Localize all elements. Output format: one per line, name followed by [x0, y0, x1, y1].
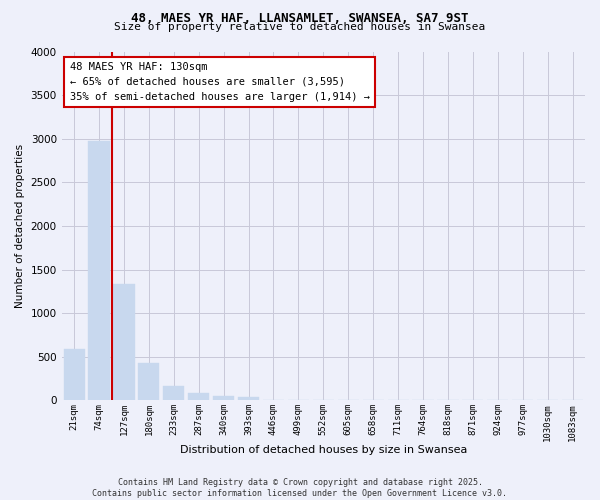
Text: Contains HM Land Registry data © Crown copyright and database right 2025.
Contai: Contains HM Land Registry data © Crown c…	[92, 478, 508, 498]
Text: 48 MAES YR HAF: 130sqm
← 65% of detached houses are smaller (3,595)
35% of semi-: 48 MAES YR HAF: 130sqm ← 65% of detached…	[70, 62, 370, 102]
Text: 48, MAES YR HAF, LLANSAMLET, SWANSEA, SA7 9ST: 48, MAES YR HAF, LLANSAMLET, SWANSEA, SA…	[131, 12, 469, 26]
Bar	[64, 349, 85, 401]
Bar	[88, 142, 110, 400]
Y-axis label: Number of detached properties: Number of detached properties	[15, 144, 25, 308]
Bar	[163, 386, 184, 400]
Text: Size of property relative to detached houses in Swansea: Size of property relative to detached ho…	[115, 22, 485, 32]
X-axis label: Distribution of detached houses by size in Swansea: Distribution of detached houses by size …	[179, 445, 467, 455]
Bar	[238, 397, 259, 400]
Bar	[138, 363, 160, 401]
Bar	[113, 284, 134, 401]
Bar	[213, 396, 234, 400]
Bar	[188, 394, 209, 400]
